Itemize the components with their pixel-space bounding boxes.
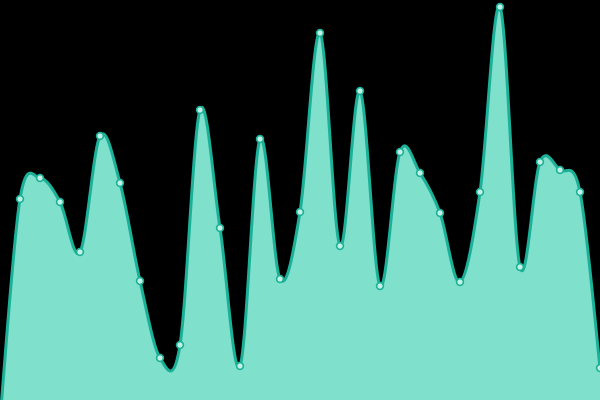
data-point-marker	[235, 361, 245, 371]
data-point-marker	[15, 194, 25, 204]
data-point-marker	[335, 241, 345, 251]
data-point-marker	[215, 223, 225, 233]
data-point-marker	[415, 168, 425, 178]
data-point-marker	[35, 173, 45, 183]
data-point-marker	[375, 281, 385, 291]
data-point-marker	[355, 86, 365, 96]
data-point-marker	[495, 2, 505, 12]
data-point-marker	[515, 262, 525, 272]
data-point-marker	[275, 274, 285, 284]
data-point-marker	[155, 353, 165, 363]
data-point-marker	[455, 277, 465, 287]
data-point-marker	[115, 178, 125, 188]
data-point-marker	[595, 363, 600, 373]
area-fill	[0, 6, 600, 400]
data-point-marker	[75, 247, 85, 257]
data-point-marker	[55, 197, 65, 207]
data-point-marker	[195, 105, 205, 115]
data-point-marker	[575, 187, 585, 197]
data-point-marker	[295, 207, 305, 217]
data-point-marker	[395, 147, 405, 157]
data-point-marker	[315, 28, 325, 38]
data-point-marker	[555, 165, 565, 175]
data-point-marker	[175, 340, 185, 350]
data-point-marker	[435, 208, 445, 218]
data-point-marker	[135, 276, 145, 286]
data-point-marker	[535, 157, 545, 167]
data-point-marker	[95, 131, 105, 141]
data-point-marker	[475, 187, 485, 197]
data-point-marker	[255, 134, 265, 144]
data-point-markers	[15, 2, 600, 373]
